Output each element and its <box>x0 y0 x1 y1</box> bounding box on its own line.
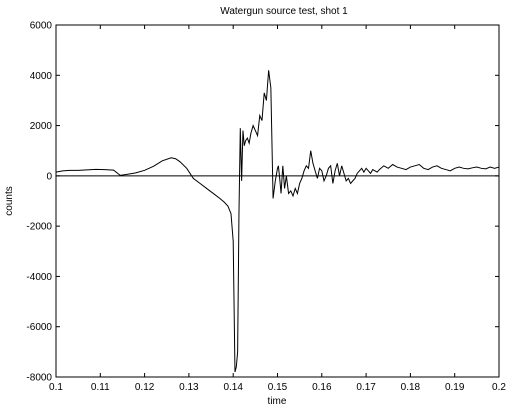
x-tick-label: 0.14 <box>223 382 243 393</box>
x-tick-label: 0.12 <box>135 382 155 393</box>
y-tick-label: -2000 <box>26 222 52 233</box>
y-axis-ticks: -8000 -6000 -4000 -2000 0 2000 4000 6000 <box>26 21 499 384</box>
x-tick-label: 0.13 <box>179 382 199 393</box>
x-axis-ticks: 0.1 0.11 0.12 0.13 0.14 0.15 0.16 0.17 0.18 0.19 0… <box>49 25 506 393</box>
x-axis-label: time <box>268 396 287 407</box>
x-tick-label: 0.2 <box>492 382 506 393</box>
y-tick-label: -8000 <box>26 373 52 384</box>
x-tick-label: 0.19 <box>445 382 465 393</box>
x-tick-label: 0.18 <box>401 382 421 393</box>
x-tick-label: 0.16 <box>312 382 332 393</box>
y-tick-label: -4000 <box>26 272 52 283</box>
y-axis-label: counts <box>4 186 15 215</box>
x-tick-label: 0.11 <box>91 382 110 393</box>
chart-title: Watergun source test, shot 1 <box>220 6 348 17</box>
plot-frame <box>55 24 500 378</box>
x-tick-label: 0.15 <box>268 382 288 393</box>
y-tick-label: 6000 <box>30 21 53 32</box>
y-tick-label: 4000 <box>30 71 53 82</box>
x-tick-label: 0.17 <box>356 382 376 393</box>
y-tick-label: 0 <box>46 171 52 182</box>
y-tick-label: 2000 <box>30 121 53 132</box>
y-tick-label: -6000 <box>26 322 52 333</box>
series-line <box>55 70 500 373</box>
x-tick-label: 0.1 <box>49 382 63 393</box>
